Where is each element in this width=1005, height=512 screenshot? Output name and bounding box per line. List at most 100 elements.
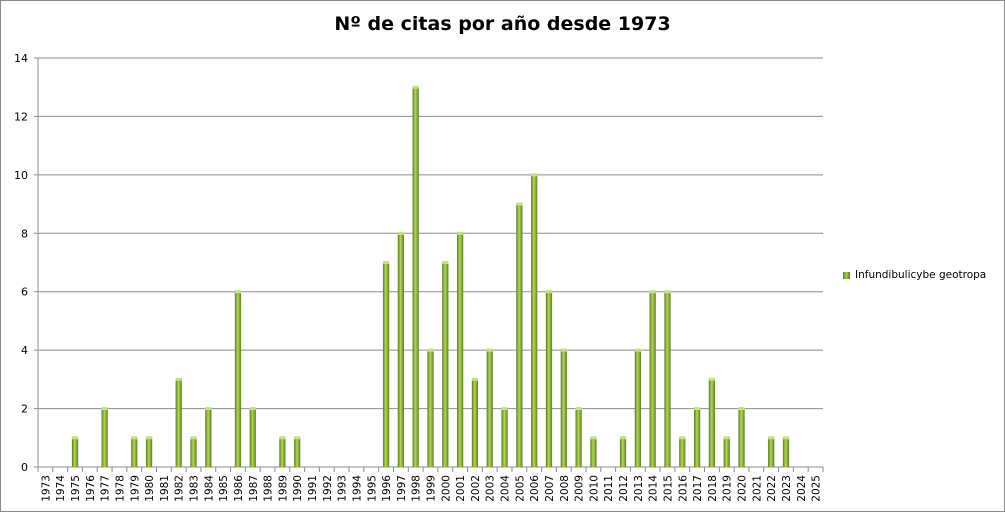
bar-body: [382, 262, 390, 467]
x-tick-label: 2023: [781, 475, 793, 502]
x-tick-label: 2014: [648, 475, 660, 502]
x-tick-label: 1982: [174, 475, 186, 502]
x-tick-label: 1993: [337, 475, 349, 502]
x-tick-label: 2011: [603, 475, 615, 502]
bar-cap: [723, 436, 730, 440]
bar-body: [412, 87, 419, 467]
x-tick-label: 2019: [722, 475, 734, 502]
y-tick-label: 0: [21, 461, 28, 474]
bar-cap: [634, 348, 641, 352]
bar-cap: [664, 290, 671, 294]
bar-cap: [782, 436, 790, 440]
x-tick-label: 1990: [292, 475, 304, 502]
x-tick-label: 1979: [129, 475, 141, 502]
bar-body: [619, 437, 627, 467]
bar-body: [249, 408, 256, 467]
x-tick-label: 1980: [144, 475, 156, 502]
bar-cap: [471, 377, 479, 381]
x-tick-label: 1977: [100, 475, 112, 502]
x-tick-label: 1997: [396, 475, 408, 502]
x-tick-label: 1992: [322, 475, 334, 502]
bar-cap: [101, 407, 108, 411]
x-tick-label: 1978: [114, 475, 126, 502]
bar: [708, 377, 716, 467]
x-tick-label: 1984: [203, 475, 215, 502]
x-tick-label: 2008: [559, 475, 571, 502]
bar-body: [101, 408, 108, 467]
bar: [471, 377, 479, 467]
legend-swatch: [843, 271, 850, 279]
bar-body: [131, 437, 138, 467]
bar-body: [634, 350, 641, 467]
y-tick-label: 10: [14, 169, 28, 182]
bar-cap: [71, 436, 79, 440]
y-tick-label: 2: [21, 403, 28, 416]
x-tick-label: 2000: [440, 475, 452, 502]
x-tick-label: 1987: [248, 475, 260, 502]
x-tick-label: 2005: [514, 475, 526, 502]
bar-body: [427, 350, 434, 467]
x-tick-label: 1996: [381, 475, 393, 502]
bar-body: [590, 437, 597, 467]
x-tick-label: 1974: [55, 475, 67, 502]
bar-cap: [412, 85, 419, 89]
bar-cap: [768, 436, 775, 440]
x-tick-label: 1983: [189, 475, 201, 502]
bar-cap: [205, 407, 212, 411]
bar-body: [471, 379, 479, 467]
bar-cap: [693, 407, 701, 411]
x-tick-label: 1988: [263, 475, 275, 502]
bar-cap: [649, 290, 656, 294]
bar: [634, 348, 641, 467]
bar-cap: [397, 231, 404, 235]
bar-cap: [575, 407, 582, 411]
y-tick-label: 6: [21, 286, 28, 299]
bar-cap: [516, 202, 523, 206]
bar-body: [279, 437, 286, 467]
x-tick-label: 1973: [40, 475, 52, 502]
bar: [382, 261, 390, 467]
x-tick-label: 1991: [307, 475, 319, 502]
bar: [175, 377, 182, 467]
bar-cap: [442, 261, 449, 264]
bar-cap: [560, 348, 567, 352]
legend: Infundibulicybe geotropa: [843, 269, 986, 281]
bar: [575, 407, 582, 467]
bar-cap: [145, 436, 153, 440]
x-tick-label: 1986: [233, 475, 245, 502]
bar-cap: [486, 348, 493, 352]
bar: [279, 436, 286, 467]
bar-cap: [175, 377, 182, 381]
y-tick-label: 12: [14, 110, 28, 123]
bar-series: [71, 85, 790, 468]
bar-cap: [738, 407, 745, 411]
bar-cap: [590, 436, 597, 440]
bar: [664, 290, 671, 467]
bar: [738, 407, 745, 467]
bar: [516, 202, 523, 468]
y-tick-label: 8: [21, 227, 28, 240]
bar: [71, 436, 79, 467]
bar: [782, 436, 790, 467]
bar: [501, 407, 508, 467]
bar-body: [145, 437, 153, 467]
bar: [590, 436, 597, 467]
bar-body: [782, 437, 790, 467]
bar-body: [560, 350, 567, 467]
bar-body: [294, 437, 301, 467]
bar: [486, 348, 493, 467]
bar: [205, 407, 212, 467]
bar-body: [708, 379, 716, 467]
bar-cap: [234, 290, 242, 294]
x-tick-label: 1999: [426, 475, 438, 502]
y-tick-label: 14: [14, 52, 28, 65]
x-tick-label: 2022: [766, 475, 778, 502]
bar-body: [723, 437, 730, 467]
x-tick-label: 1994: [351, 475, 363, 502]
bar: [457, 231, 464, 467]
bar-cap: [131, 436, 138, 440]
x-tick-label: 1985: [218, 475, 230, 502]
x-tick-label: 2001: [455, 475, 467, 502]
bar-body: [531, 174, 538, 467]
chart-title: Nº de citas por año desde 1973: [334, 13, 671, 35]
